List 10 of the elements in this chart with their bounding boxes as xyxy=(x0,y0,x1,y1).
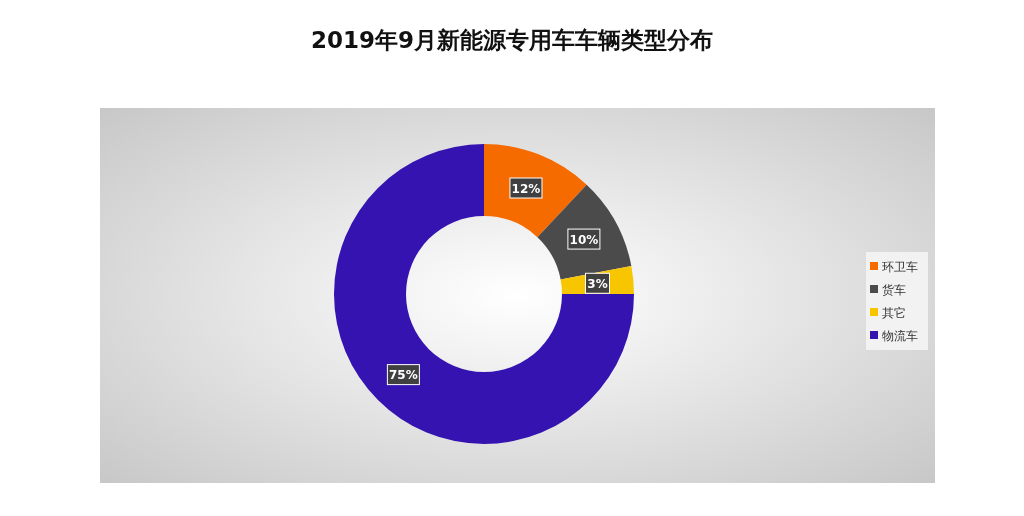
legend-label: 环卫车 xyxy=(882,260,918,274)
donut-slice xyxy=(334,144,634,444)
chart-title: 2019年9月新能源专用车车辆类型分布 xyxy=(310,27,714,53)
legend-label: 物流车 xyxy=(882,329,918,343)
data-label: 12% xyxy=(511,181,541,196)
legend-label: 其它 xyxy=(882,306,906,320)
data-label: 10% xyxy=(569,232,599,247)
data-label: 3% xyxy=(587,276,608,291)
data-label: 75% xyxy=(389,368,418,383)
legend-label: 货车 xyxy=(882,283,906,297)
